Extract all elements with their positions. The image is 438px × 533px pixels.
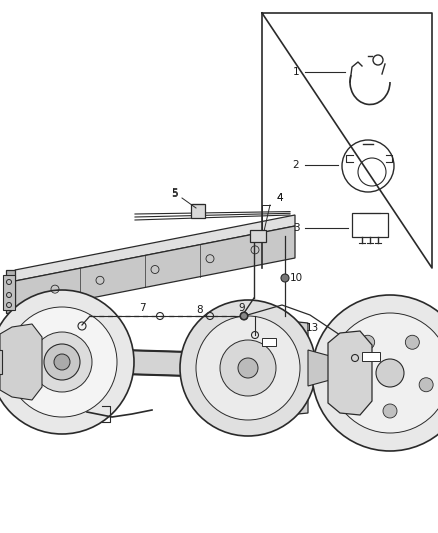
Circle shape [220,340,276,396]
Circle shape [383,404,397,418]
Circle shape [240,312,248,320]
Text: 13: 13 [305,323,318,333]
Text: 4: 4 [277,193,283,203]
Circle shape [32,332,92,392]
Bar [0,350,2,374]
Bar [352,213,388,237]
Polygon shape [6,270,15,313]
Bar [250,230,266,242]
Text: 14: 14 [336,353,349,363]
Text: 6: 6 [52,310,58,320]
Circle shape [347,378,361,392]
Circle shape [360,335,374,349]
Text: 5: 5 [171,188,177,198]
Polygon shape [15,215,295,281]
Bar [362,352,380,361]
Polygon shape [308,350,330,386]
Circle shape [238,358,258,378]
Circle shape [50,350,74,374]
Text: 7: 7 [139,303,145,313]
Circle shape [281,274,289,282]
Circle shape [405,335,419,349]
Bar [262,338,276,346]
Circle shape [330,313,438,433]
Polygon shape [208,313,308,423]
Circle shape [419,378,433,392]
Polygon shape [0,324,42,400]
Circle shape [180,300,316,436]
Circle shape [312,295,438,451]
Circle shape [44,344,80,380]
Text: 12: 12 [261,345,275,355]
Text: 11: 11 [233,337,247,347]
Bar [3,275,15,310]
Circle shape [54,354,70,370]
Text: 8: 8 [197,305,203,315]
Text: 10: 10 [290,273,303,283]
Text: 2: 2 [293,160,299,170]
Text: 5: 5 [171,189,177,199]
Circle shape [0,290,134,434]
Circle shape [196,316,300,420]
Polygon shape [55,348,390,382]
Text: 1: 1 [293,67,299,77]
Polygon shape [328,331,372,415]
Text: 4: 4 [277,193,283,203]
Text: 3: 3 [293,223,299,233]
Text: 9: 9 [239,303,245,313]
Polygon shape [15,226,295,313]
Circle shape [7,307,117,417]
Bar [191,204,205,218]
Circle shape [376,359,404,387]
Text: 15: 15 [361,345,374,355]
